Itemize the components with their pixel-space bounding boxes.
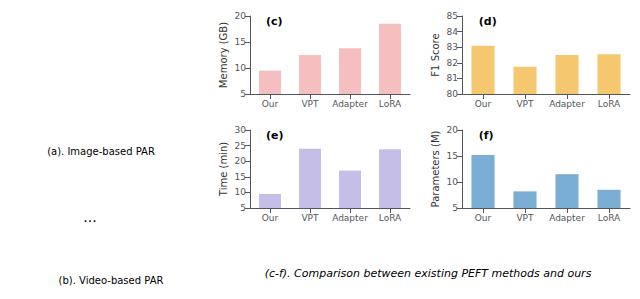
svg-text:15: 15: [235, 172, 246, 182]
svg-text:5: 5: [240, 203, 246, 213]
svg-text:VPT: VPT: [301, 99, 319, 109]
svg-text:VPT: VPT: [301, 213, 319, 223]
svg-text:10: 10: [235, 63, 247, 73]
svg-text:5: 5: [452, 203, 458, 213]
svg-text:(c): (c): [266, 15, 283, 28]
svg-text:(c-f). Comparison between exis: (c-f). Comparison between existing PEFT …: [265, 267, 592, 280]
svg-text:Our: Our: [262, 213, 279, 223]
svg-text:84: 84: [447, 27, 459, 37]
svg-text:Time (min): Time (min): [218, 142, 229, 197]
svg-text:LoRA: LoRA: [379, 213, 402, 223]
svg-text:5: 5: [240, 89, 246, 99]
svg-text:82: 82: [447, 58, 458, 68]
svg-text:Memory (GB): Memory (GB): [218, 22, 229, 88]
svg-text:LoRA: LoRA: [379, 99, 402, 109]
svg-text:Adapter: Adapter: [549, 99, 585, 109]
svg-text:Adapter: Adapter: [332, 213, 368, 223]
svg-text:(a). Image-based PAR: (a). Image-based PAR: [47, 146, 155, 157]
svg-text:(e): (e): [266, 129, 284, 142]
svg-text:30: 30: [235, 125, 247, 135]
svg-text:VPT: VPT: [516, 213, 534, 223]
svg-text:Adapter: Adapter: [549, 213, 585, 223]
svg-text:80: 80: [447, 89, 459, 99]
svg-text:15: 15: [235, 37, 246, 47]
svg-text:F1 Score: F1 Score: [430, 33, 441, 76]
svg-text:83: 83: [447, 42, 458, 52]
svg-text:20: 20: [235, 11, 247, 21]
svg-text:Our: Our: [475, 213, 492, 223]
svg-text:15: 15: [447, 151, 458, 161]
svg-text:10: 10: [235, 187, 247, 197]
svg-text:Our: Our: [475, 99, 492, 109]
svg-text:LoRA: LoRA: [598, 213, 621, 223]
svg-text:VPT: VPT: [516, 99, 534, 109]
svg-text:(d): (d): [479, 15, 497, 28]
svg-text:85: 85: [447, 11, 458, 21]
svg-text:(f): (f): [479, 129, 494, 142]
svg-text:...: ...: [83, 209, 96, 225]
svg-text:Adapter: Adapter: [332, 99, 368, 109]
svg-text:Our: Our: [262, 99, 279, 109]
svg-text:20: 20: [235, 156, 247, 166]
svg-text:20: 20: [447, 125, 459, 135]
svg-text:Parameters (M): Parameters (M): [430, 130, 441, 207]
svg-text:81: 81: [447, 73, 458, 83]
svg-text:LoRA: LoRA: [598, 99, 621, 109]
svg-text:10: 10: [447, 177, 459, 187]
svg-text:25: 25: [235, 141, 246, 151]
svg-text:(b). Video-based PAR: (b). Video-based PAR: [59, 275, 164, 286]
